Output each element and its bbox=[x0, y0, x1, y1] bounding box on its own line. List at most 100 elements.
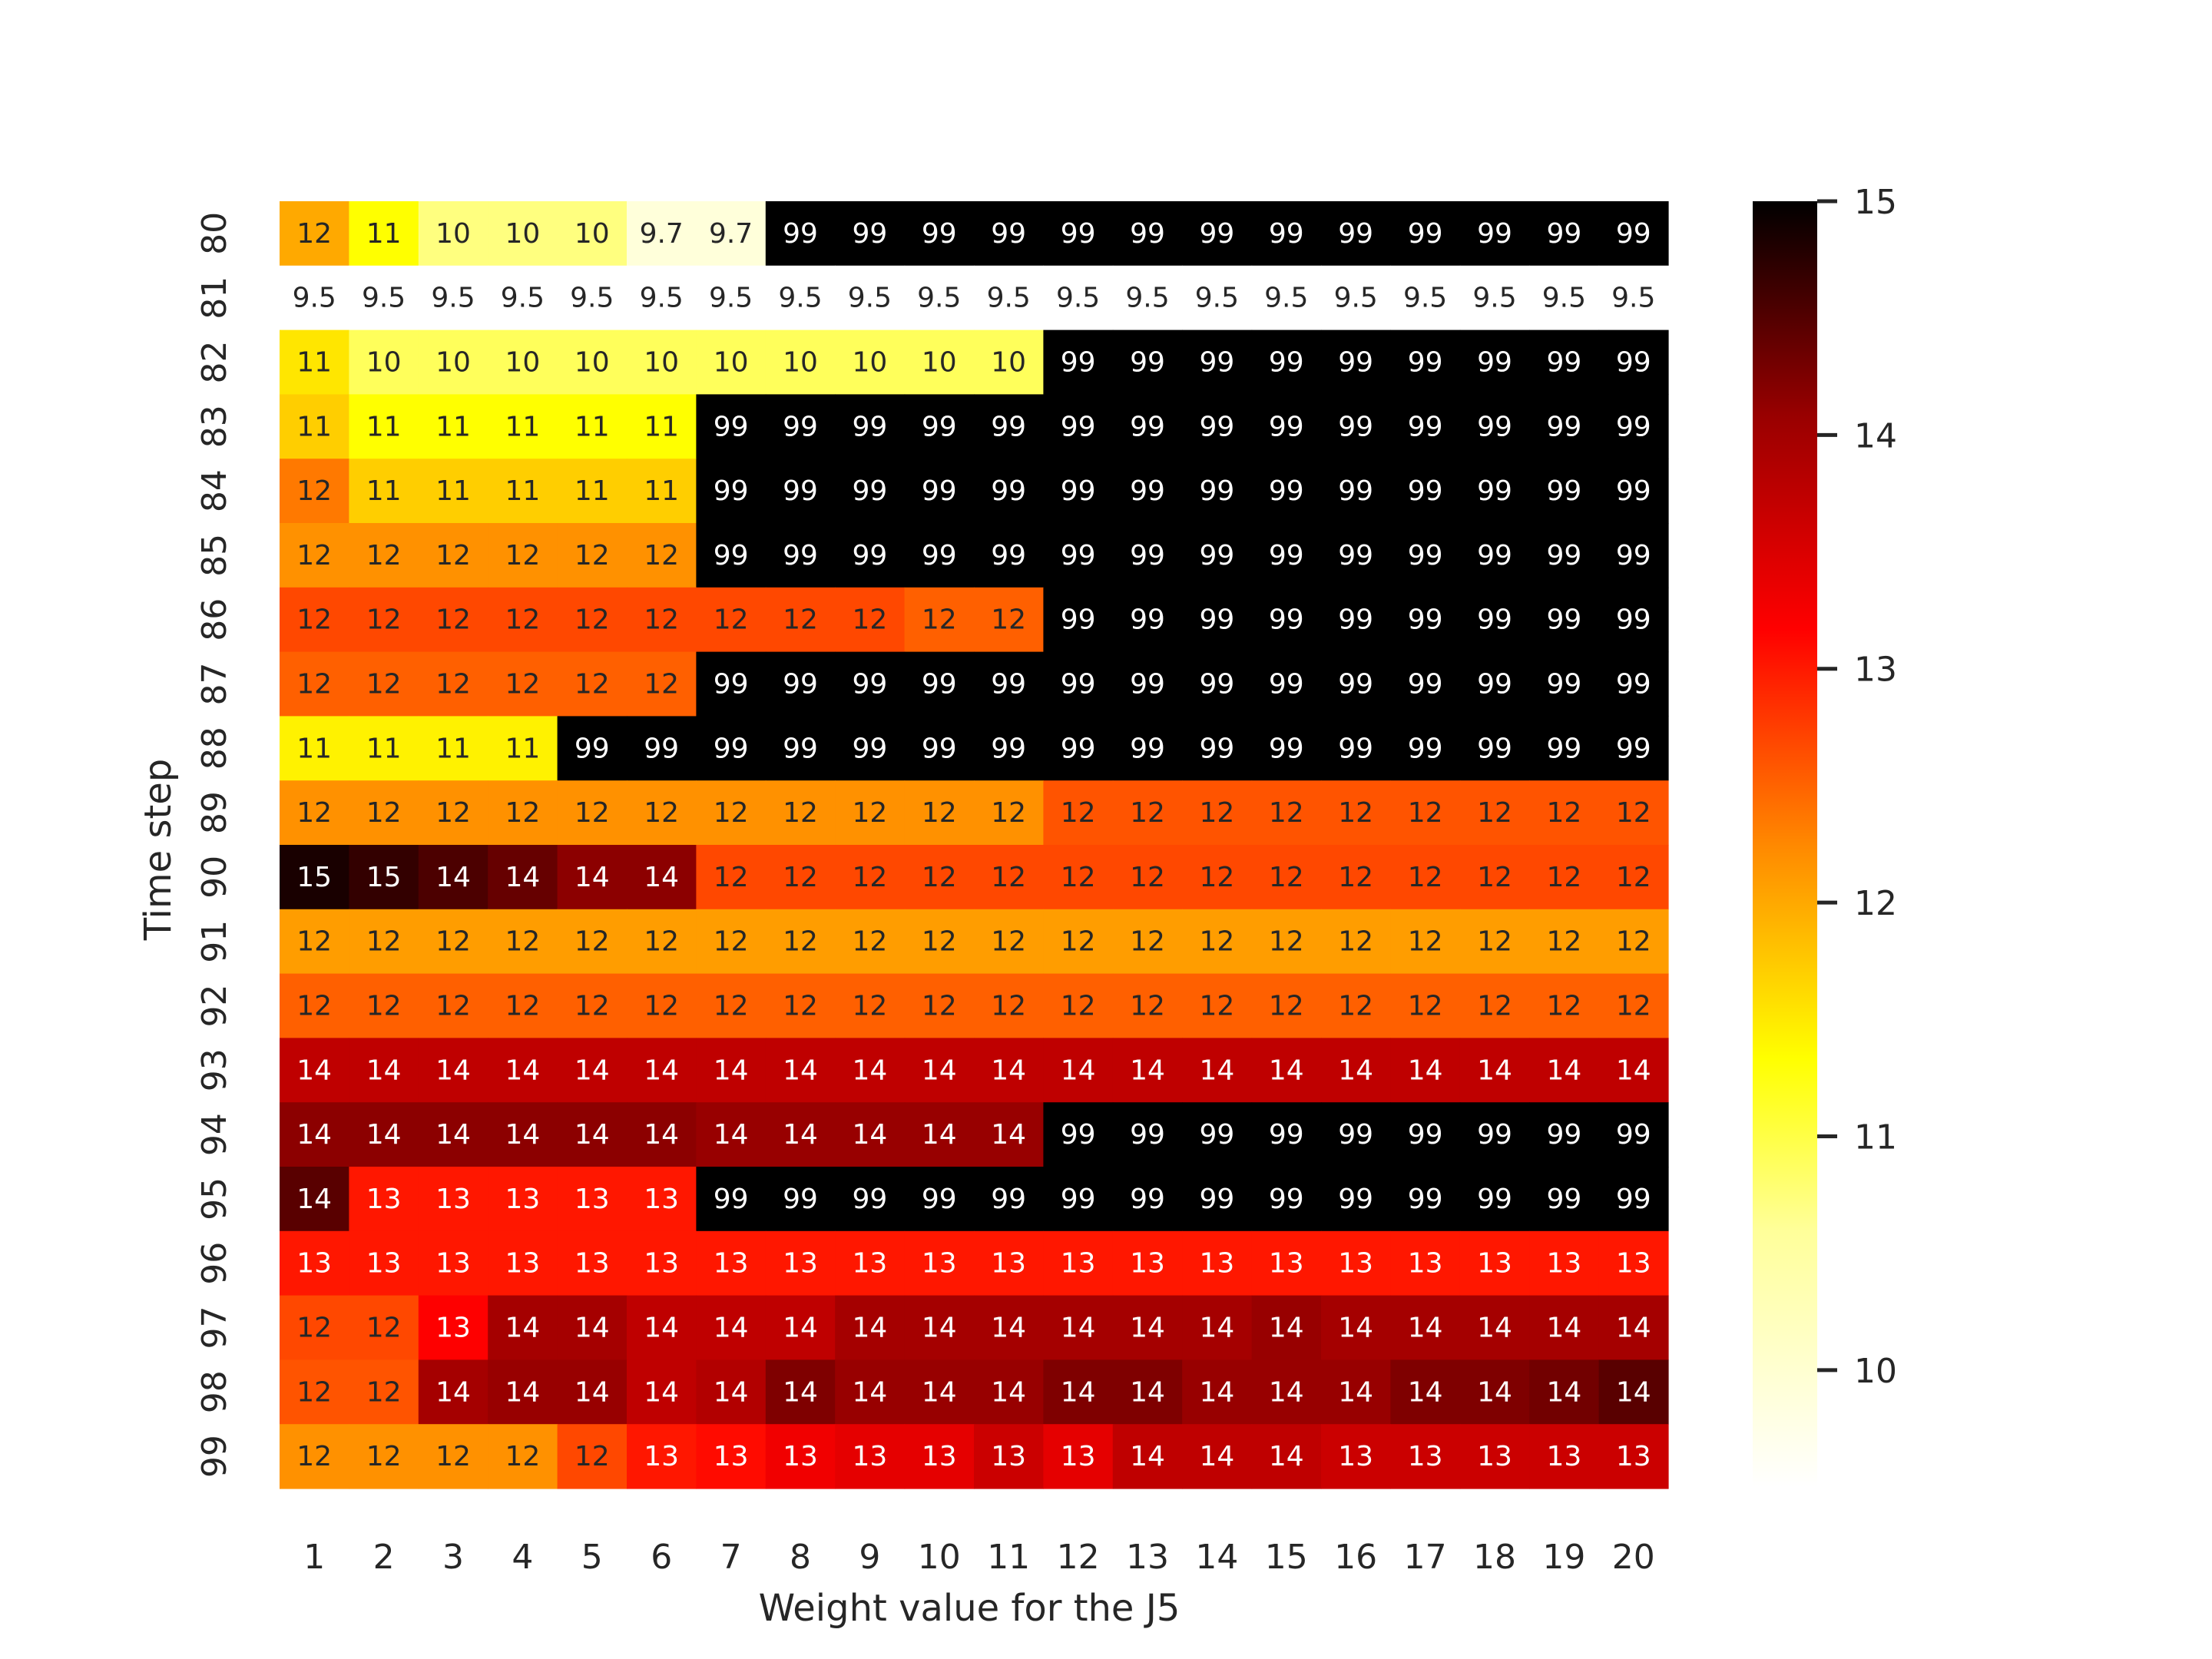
cell-value-label: 9.5 bbox=[778, 283, 822, 314]
cell-value-label: 14 bbox=[991, 1313, 1026, 1344]
cell-value-label: 13 bbox=[505, 1184, 540, 1215]
heatmap-cell bbox=[627, 1038, 697, 1103]
cell-value-label: 11 bbox=[366, 733, 402, 764]
cell-value-label: 99 bbox=[1338, 475, 1373, 507]
heatmap-cell bbox=[1112, 1167, 1183, 1232]
heatmap-cell bbox=[488, 1359, 558, 1425]
cell-value-label: 12 bbox=[505, 797, 540, 829]
heatmap-cell bbox=[1112, 1038, 1183, 1103]
heatmap-cell bbox=[1321, 1359, 1391, 1425]
heatmap-cell bbox=[557, 845, 628, 910]
heatmap-cell bbox=[765, 1424, 836, 1489]
heatmap-cell bbox=[835, 523, 906, 588]
cell-value-label: 14 bbox=[1546, 1055, 1581, 1086]
heatmap-cell bbox=[1321, 1295, 1391, 1360]
heatmap-cell bbox=[1459, 651, 1530, 717]
heatmap-cell bbox=[627, 845, 697, 910]
heatmap-cell bbox=[488, 394, 558, 459]
cell-value-label: 12 bbox=[296, 926, 332, 958]
cell-value-label: 12 bbox=[783, 862, 818, 893]
cell-value-label: 99 bbox=[1130, 733, 1165, 764]
cell-value-label: 14 bbox=[1477, 1376, 1512, 1408]
cell-value-label: 13 bbox=[852, 1248, 887, 1280]
heatmap-cell bbox=[1112, 523, 1183, 588]
heatmap-cell bbox=[418, 523, 488, 588]
cell-value-label: 12 bbox=[644, 797, 679, 829]
cell-value-label: 99 bbox=[1061, 347, 1096, 379]
heatmap-cell bbox=[1112, 587, 1183, 653]
heatmap-cell bbox=[765, 1230, 836, 1296]
cell-value-label: 99 bbox=[1061, 1184, 1096, 1215]
heatmap-cell bbox=[1112, 716, 1183, 781]
cell-value-label: 11 bbox=[644, 411, 679, 442]
heatmap-cell bbox=[835, 973, 906, 1038]
cell-value-label: 99 bbox=[1061, 218, 1096, 250]
cell-value-label: 12 bbox=[296, 475, 332, 507]
heatmap-cell bbox=[557, 716, 628, 781]
cell-value-label: 99 bbox=[1408, 347, 1443, 379]
cell-value-label: 99 bbox=[852, 411, 887, 442]
heatmap-cell bbox=[280, 716, 349, 781]
heatmap-cell bbox=[696, 1167, 767, 1232]
cell-value-label: 13 bbox=[783, 1248, 818, 1280]
cell-value-label: 12 bbox=[366, 1441, 402, 1472]
cell-value-label: 9.5 bbox=[1611, 283, 1655, 314]
cell-value-label: 99 bbox=[1199, 411, 1234, 442]
colorbar-tick-label: 10 bbox=[1854, 1352, 1897, 1391]
heatmap-cell bbox=[1112, 1230, 1183, 1296]
heatmap-cell bbox=[627, 716, 697, 781]
cell-value-label: 14 bbox=[1199, 1313, 1234, 1344]
heatmap-cell bbox=[1182, 716, 1253, 781]
cell-value-label: 10 bbox=[435, 347, 471, 379]
cell-value-label: 12 bbox=[1477, 991, 1512, 1022]
cell-value-label: 99 bbox=[1546, 540, 1581, 571]
heatmap-cell bbox=[280, 394, 349, 459]
heatmap-cell bbox=[1182, 1230, 1253, 1296]
heatmap-cell bbox=[1182, 587, 1253, 653]
heatmap-cell bbox=[696, 1230, 767, 1296]
cell-value-label: 14 bbox=[1130, 1313, 1165, 1344]
cell-value-label: 12 bbox=[922, 862, 957, 893]
heatmap-cell bbox=[1043, 973, 1114, 1038]
heatmap-cell bbox=[1529, 1102, 1600, 1167]
cell-value-label: 9.5 bbox=[917, 283, 961, 314]
cell-value-label: 12 bbox=[575, 604, 610, 636]
heatmap-cell bbox=[418, 716, 488, 781]
cell-value-label: 9.7 bbox=[640, 218, 684, 250]
cell-value-label: 15 bbox=[366, 862, 402, 893]
heatmap-cell bbox=[280, 845, 349, 910]
cell-value-label: 13 bbox=[783, 1441, 818, 1472]
cell-value-label: 14 bbox=[505, 862, 540, 893]
heatmap-cell bbox=[1251, 1230, 1322, 1296]
cell-value-label: 12 bbox=[991, 797, 1026, 829]
heatmap-cell bbox=[974, 973, 1044, 1038]
heatmap-cell bbox=[1598, 201, 1669, 267]
heatmap-cell bbox=[1529, 459, 1600, 524]
heatmap-cell bbox=[1043, 1167, 1114, 1232]
heatmap-cell bbox=[1251, 1167, 1322, 1232]
heatmap-cell bbox=[696, 973, 767, 1038]
cell-value-label: 13 bbox=[1061, 1441, 1096, 1472]
heatmap-cell bbox=[280, 201, 349, 267]
cell-value-label: 99 bbox=[783, 540, 818, 571]
cell-value-label: 14 bbox=[783, 1376, 818, 1408]
cell-value-label: 13 bbox=[1477, 1248, 1512, 1280]
x-tick-label: 12 bbox=[1057, 1538, 1100, 1577]
heatmap-cell bbox=[904, 1038, 975, 1103]
heatmap-cell bbox=[1390, 1167, 1461, 1232]
heatmap-cell bbox=[835, 394, 906, 459]
heatmap-cell bbox=[835, 1167, 906, 1232]
cell-value-label: 14 bbox=[922, 1119, 957, 1151]
cell-value-label: 14 bbox=[1477, 1055, 1512, 1086]
cell-value-label: 12 bbox=[1199, 797, 1234, 829]
cell-value-label: 12 bbox=[1199, 862, 1234, 893]
heatmap-cell bbox=[488, 1167, 558, 1232]
cell-value-label: 12 bbox=[366, 1313, 402, 1344]
cell-value-label: 99 bbox=[714, 540, 749, 571]
cell-value-label: 14 bbox=[644, 1376, 679, 1408]
heatmap-cell bbox=[1390, 1038, 1461, 1103]
heatmap-cell bbox=[280, 459, 349, 524]
cell-value-label: 13 bbox=[1130, 1248, 1165, 1280]
cell-value-label: 13 bbox=[922, 1248, 957, 1280]
cell-value-label: 9.5 bbox=[709, 283, 753, 314]
